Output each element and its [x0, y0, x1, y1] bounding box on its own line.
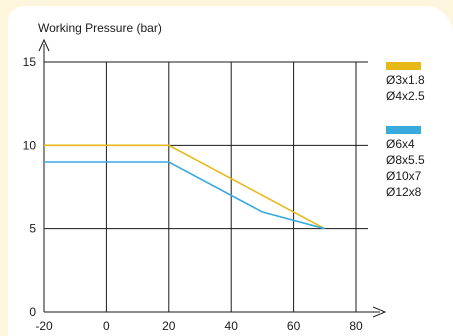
- x-tick-label: 20: [162, 319, 176, 333]
- grid: [44, 61, 368, 312]
- legend-entry: Ø12x8: [386, 185, 422, 199]
- legend-entry: Ø6x4: [386, 137, 415, 151]
- series-lines: [44, 144, 326, 230]
- series-line-1: [44, 144, 326, 230]
- chart-card: [8, 6, 453, 336]
- legend-entry: Ø4x2.5: [386, 89, 425, 103]
- legend: Ø3x1.8 Ø4x2.5 Ø6x4 Ø8x5.5 Ø10x7 Ø12x8: [386, 62, 425, 199]
- y-tick-label: 15: [23, 55, 37, 69]
- y-tick-label: 10: [23, 138, 37, 152]
- y-tick-label: 0: [29, 305, 36, 319]
- legend-swatch-1: [386, 62, 421, 70]
- x-tick-label: 40: [225, 319, 239, 333]
- x-tick-label: 0: [103, 319, 110, 333]
- y-tick-label: 5: [29, 222, 36, 236]
- y-axis-label: Working Pressure (bar): [38, 21, 162, 35]
- legend-entry: Ø3x1.8: [386, 73, 425, 87]
- legend-swatch-2: [386, 126, 421, 134]
- x-axis-arrow-icon: [372, 306, 387, 318]
- x-tick-label: 80: [349, 319, 363, 333]
- series-line-2: [44, 161, 326, 230]
- legend-entry: Ø8x5.5: [386, 153, 425, 167]
- x-tick-label: 60: [287, 319, 301, 333]
- legend-entry: Ø10x7: [386, 169, 422, 183]
- axes: [38, 38, 387, 318]
- x-tick-label: -20: [35, 319, 53, 333]
- y-axis-arrow-icon: [38, 38, 50, 52]
